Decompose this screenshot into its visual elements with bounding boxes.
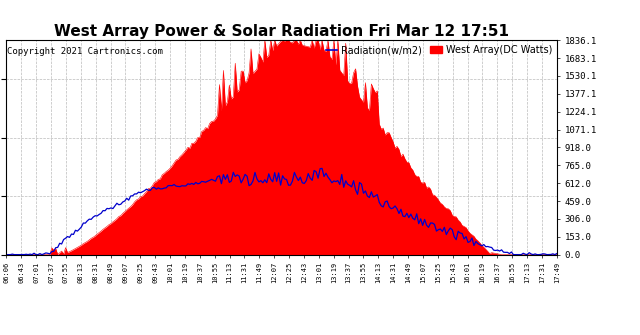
- Title: West Array Power & Solar Radiation Fri Mar 12 17:51: West Array Power & Solar Radiation Fri M…: [54, 24, 509, 39]
- Legend: Radiation(w/m2), West Array(DC Watts): Radiation(w/m2), West Array(DC Watts): [326, 45, 552, 55]
- Text: Copyright 2021 Cartronics.com: Copyright 2021 Cartronics.com: [7, 47, 163, 56]
